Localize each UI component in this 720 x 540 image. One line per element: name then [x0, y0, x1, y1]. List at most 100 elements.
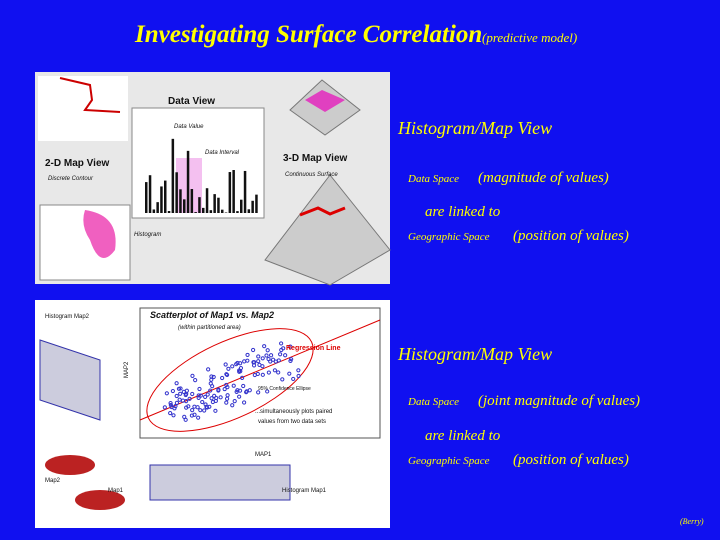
decor-point [203, 402, 208, 407]
decor-point [252, 360, 257, 365]
decor-point [174, 381, 179, 386]
text: (position of values) [513, 452, 629, 468]
decor-point [280, 377, 285, 382]
decor-bar [175, 172, 178, 213]
decor-point [230, 364, 235, 369]
decor-point [279, 341, 284, 346]
decor-point [276, 370, 281, 375]
decor-point [178, 386, 183, 391]
label: Discrete Contour [48, 176, 94, 182]
decor-bar [240, 199, 243, 213]
decor-point [174, 393, 179, 399]
decor-point [242, 400, 247, 405]
decor-point [211, 374, 216, 380]
decor-point [296, 373, 301, 379]
label: Scatterplot of Map1 vs. Map2 [150, 310, 274, 320]
decor-point [195, 405, 200, 410]
decor-bar [186, 150, 190, 213]
decor-point [198, 408, 203, 413]
label: ...simultaneously plots paired [255, 409, 332, 415]
decor-point [281, 346, 286, 351]
heading: Histogram/Map View [397, 118, 552, 138]
decor-point [220, 375, 225, 381]
decor-point [178, 391, 183, 396]
decor-bar [152, 209, 156, 213]
decor-point [164, 391, 169, 396]
decor-point [272, 368, 278, 373]
label: Data View [168, 96, 215, 107]
decor-point [266, 370, 271, 375]
decor-point [237, 394, 242, 399]
decor-point [209, 396, 214, 401]
figure-1: Data View Data Value Data Interval 2-D M… [35, 72, 391, 286]
decor-bar [217, 197, 220, 213]
label: Continuous Surface [285, 172, 338, 178]
title: Investigating Surface Correlation [134, 21, 482, 48]
label: Histogram [134, 232, 161, 238]
decor-point [270, 357, 276, 362]
decor-bar [209, 210, 213, 213]
decor-point [251, 347, 256, 353]
decor-bar [171, 138, 175, 213]
decor-point [278, 352, 283, 357]
term: Data Space [407, 396, 459, 408]
decor-point [264, 353, 269, 358]
decor-point [162, 405, 167, 410]
decor-point [213, 398, 218, 404]
decor-bar [232, 170, 235, 213]
decor-bar [221, 209, 224, 213]
decor-point [224, 400, 229, 405]
decor-point [203, 394, 208, 399]
decor-point [168, 400, 173, 406]
decor-point [216, 388, 221, 393]
decor-point [238, 365, 244, 371]
text: are linked to [425, 428, 501, 444]
term: Data Space [407, 173, 459, 185]
decor-point [213, 408, 218, 413]
decor-point [183, 417, 188, 422]
decor-point [197, 386, 202, 392]
decor-bar [160, 186, 163, 213]
decor-point [256, 359, 261, 364]
decor-point [218, 395, 223, 400]
decor-point [223, 362, 228, 367]
decor-point [245, 352, 250, 358]
decor-point [169, 404, 174, 410]
decor-point [196, 393, 201, 398]
decor-point [247, 388, 252, 393]
decor-bar [247, 209, 251, 213]
decor-bar [202, 207, 205, 213]
decor-bar [236, 211, 239, 213]
decor-point [266, 356, 271, 362]
decor-point [174, 400, 180, 405]
label: Regression Line [286, 345, 341, 352]
figure-2: Histogram Map2 Scatterplot of Map1 vs. M… [35, 300, 390, 528]
decor-point [262, 344, 267, 349]
decor-point [225, 385, 230, 390]
decor-point [168, 403, 173, 408]
decor-point [244, 390, 249, 395]
decor-point [289, 357, 294, 362]
decor-point [283, 353, 288, 358]
decor-bar [224, 212, 228, 213]
decor-point [210, 384, 215, 389]
decor-point [193, 378, 198, 383]
decor-point [224, 396, 230, 401]
decor-point [260, 372, 265, 377]
decor-point [207, 404, 212, 409]
decor-point [296, 368, 301, 373]
decor-point [224, 372, 229, 377]
label: 2-D Map View [45, 158, 109, 169]
decor-bar [251, 200, 254, 213]
text: (joint magnitude of values) [478, 393, 640, 409]
decor-bar [190, 189, 194, 213]
decor-bar [145, 182, 148, 213]
credit: (Berry) [680, 517, 704, 526]
decor-point [196, 415, 201, 420]
label: 95% Confidence Ellipse [258, 386, 311, 392]
decor-point [180, 398, 186, 403]
label: Map1 [108, 488, 124, 494]
decor-point [240, 375, 245, 381]
